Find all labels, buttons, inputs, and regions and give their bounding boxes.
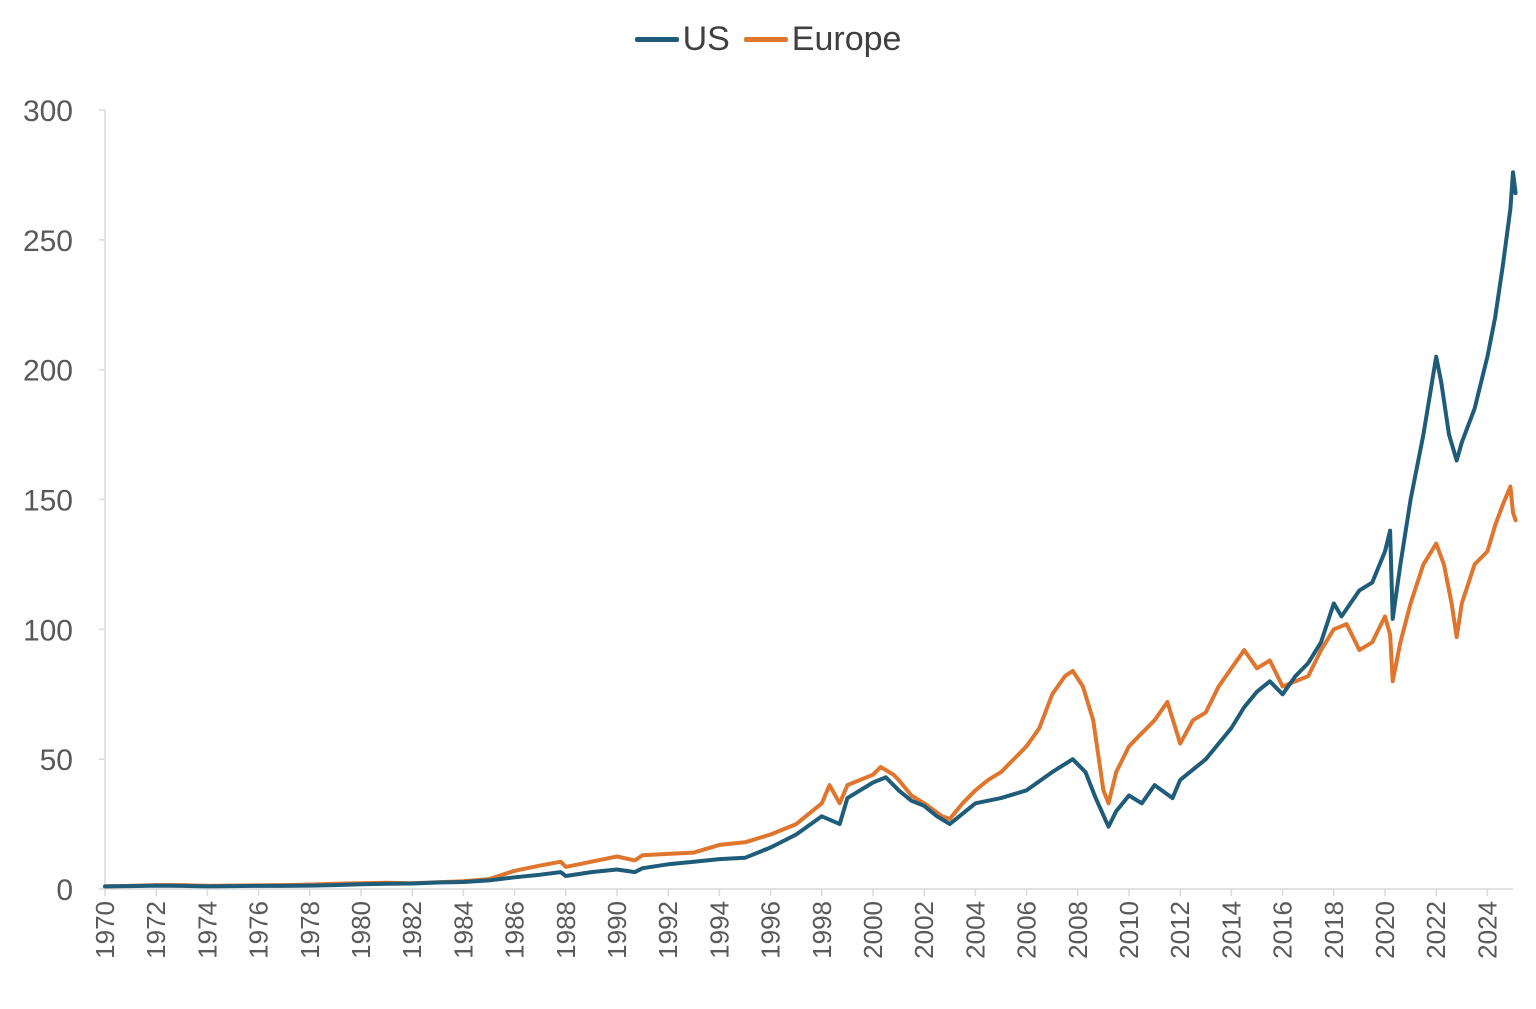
x-tick-label: 1974 <box>192 901 222 959</box>
y-tick-label: 50 <box>40 744 73 777</box>
y-tick-label: 250 <box>23 225 73 258</box>
y-tick-label: 0 <box>56 874 73 907</box>
x-tick-label: 1990 <box>602 901 632 959</box>
y-tick-label: 300 <box>23 95 73 128</box>
x-tick-label: 2014 <box>1216 901 1246 959</box>
x-tick-label: 2012 <box>1165 901 1195 959</box>
x-tick-label: 2022 <box>1421 901 1451 959</box>
x-tick-label: 1996 <box>756 901 786 959</box>
series-line-europe <box>103 484 1518 889</box>
x-tick-label: 1976 <box>244 901 274 959</box>
x-tick-label: 2010 <box>1114 901 1144 959</box>
x-tick-label: 2008 <box>1063 901 1093 959</box>
x-tick-label: 2020 <box>1370 901 1400 959</box>
x-tick-label: 1992 <box>653 901 683 959</box>
x-tick-label: 1970 <box>90 901 120 959</box>
x-tick-label: 1998 <box>807 901 837 959</box>
x-tick-label: 1986 <box>500 901 530 959</box>
x-tick-label: 2002 <box>909 901 939 959</box>
x-tick-label: 2024 <box>1472 901 1502 959</box>
x-tick-label: 2004 <box>960 901 990 959</box>
x-tick-label: 1980 <box>346 901 376 959</box>
y-tick-label: 150 <box>23 485 73 518</box>
y-tick-label: 100 <box>23 614 73 647</box>
x-tick-label: 2000 <box>858 901 888 959</box>
x-tick-label: 2006 <box>1012 901 1042 959</box>
legend-swatch-us <box>634 37 679 42</box>
x-tick-label: 2018 <box>1319 901 1349 959</box>
x-tick-label: 1988 <box>551 901 581 959</box>
x-tick-label: 1982 <box>397 901 427 959</box>
y-tick-label: 200 <box>23 355 73 388</box>
legend-label-us: US <box>682 20 730 58</box>
x-tick-label: 1978 <box>295 901 325 959</box>
legend: US Europe <box>0 20 1536 59</box>
x-tick-label: 2016 <box>1268 901 1298 959</box>
series-line-us <box>103 170 1518 889</box>
x-tick-label: 1972 <box>141 901 171 959</box>
legend-label-europe: Europe <box>791 20 902 58</box>
legend-swatch-europe <box>743 37 788 42</box>
x-tick-label: 1994 <box>704 901 734 959</box>
legend-item-us: US <box>634 20 730 59</box>
legend-item-europe: Europe <box>743 20 902 59</box>
x-tick-label: 1984 <box>448 901 478 959</box>
